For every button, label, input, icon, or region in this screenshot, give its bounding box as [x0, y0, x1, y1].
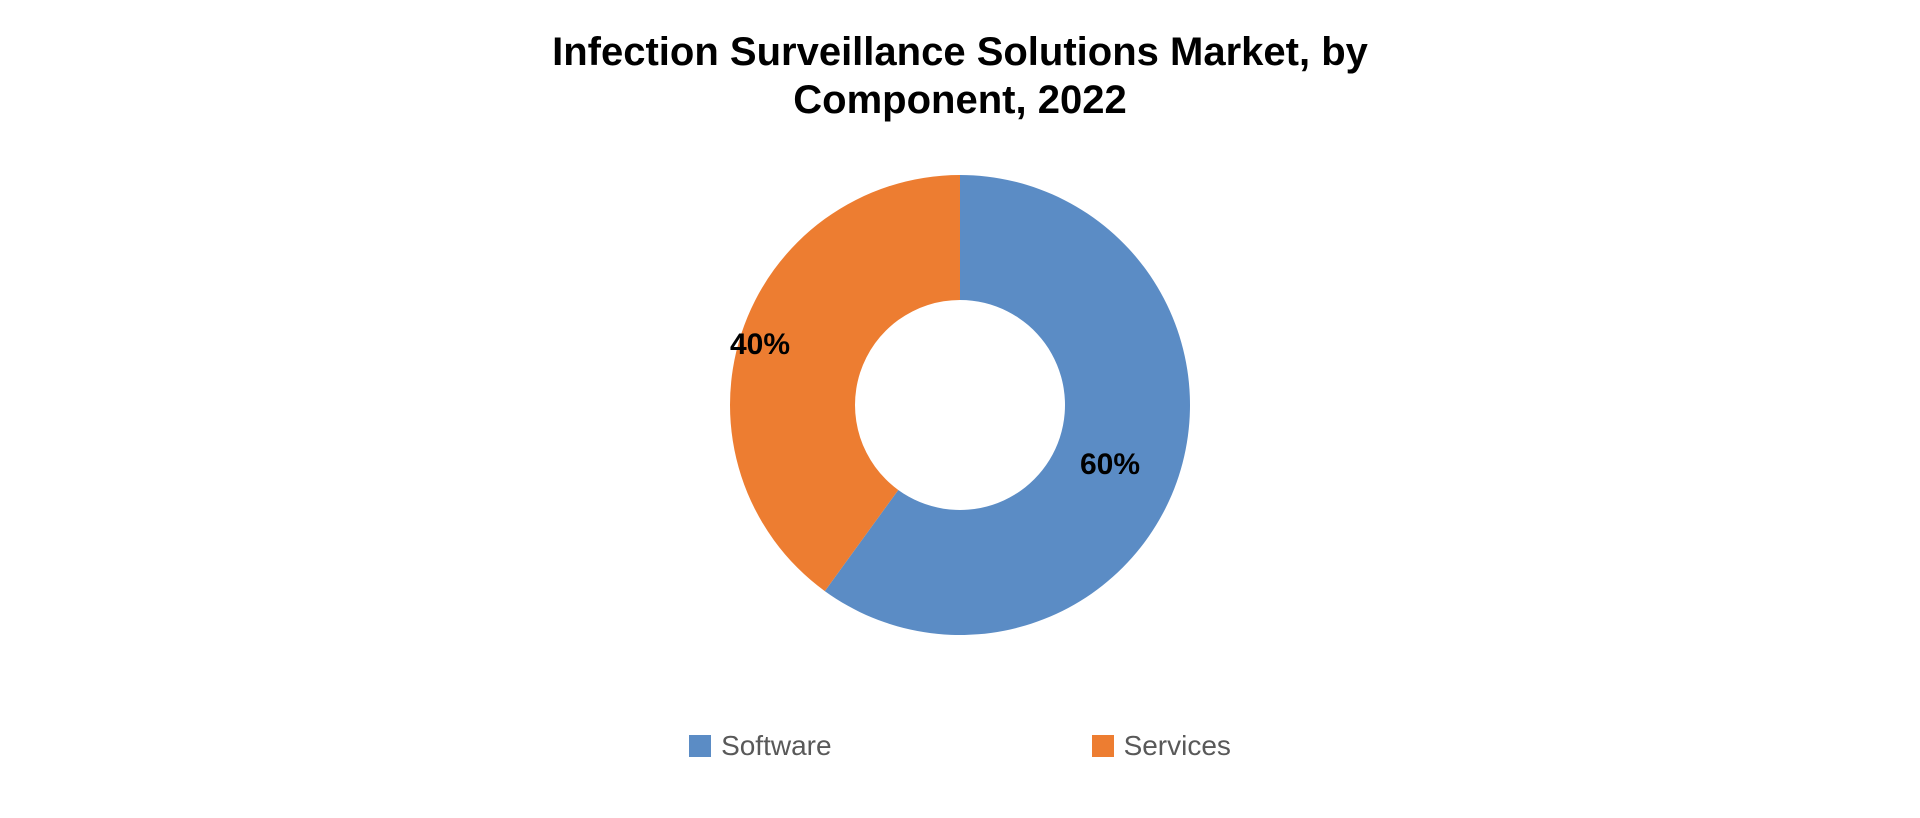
legend-item-services: Services: [1092, 730, 1231, 762]
chart-title-line1: Infection Surveillance Solutions Market,…: [0, 28, 1920, 76]
chart-title: Infection Surveillance Solutions Market,…: [0, 28, 1920, 124]
chart-stage: Infection Surveillance Solutions Market,…: [0, 0, 1920, 818]
legend-item-software: Software: [689, 730, 832, 762]
legend-label: Software: [721, 730, 832, 762]
donut-chart: 60% 40%: [730, 175, 1190, 635]
legend-swatch: [689, 735, 711, 757]
slice-label-software: 60%: [1080, 448, 1140, 482]
chart-legend: Software Services: [0, 730, 1920, 762]
chart-title-line2: Component, 2022: [0, 76, 1920, 124]
legend-swatch: [1092, 735, 1114, 757]
slice-label-services: 40%: [730, 328, 790, 362]
legend-label: Services: [1124, 730, 1231, 762]
